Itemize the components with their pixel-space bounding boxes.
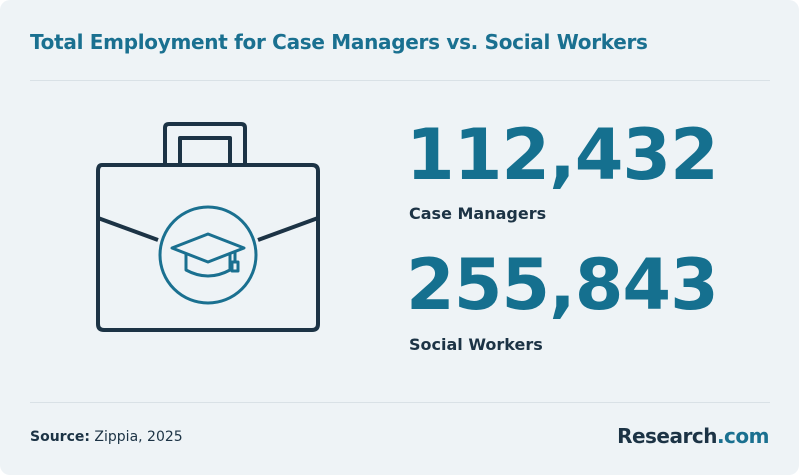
stat-label: Social Workers xyxy=(409,335,543,354)
stat-value: 255,843 xyxy=(406,244,719,326)
logo-suffix: .com xyxy=(716,424,770,448)
logo-main: Research xyxy=(617,424,717,448)
source-text: Zippia, 2025 xyxy=(94,429,183,445)
logo: Research.com xyxy=(617,424,769,448)
divider xyxy=(30,402,770,403)
source-label: Source: xyxy=(30,429,90,445)
briefcase-icon xyxy=(96,122,320,332)
stat-label: Case Managers xyxy=(409,204,547,223)
divider xyxy=(30,80,770,81)
source: Source: Zippia, 2025 xyxy=(30,429,183,445)
stat-value: 112,432 xyxy=(406,114,719,196)
title: Total Employment for Case Managers vs. S… xyxy=(30,30,648,54)
